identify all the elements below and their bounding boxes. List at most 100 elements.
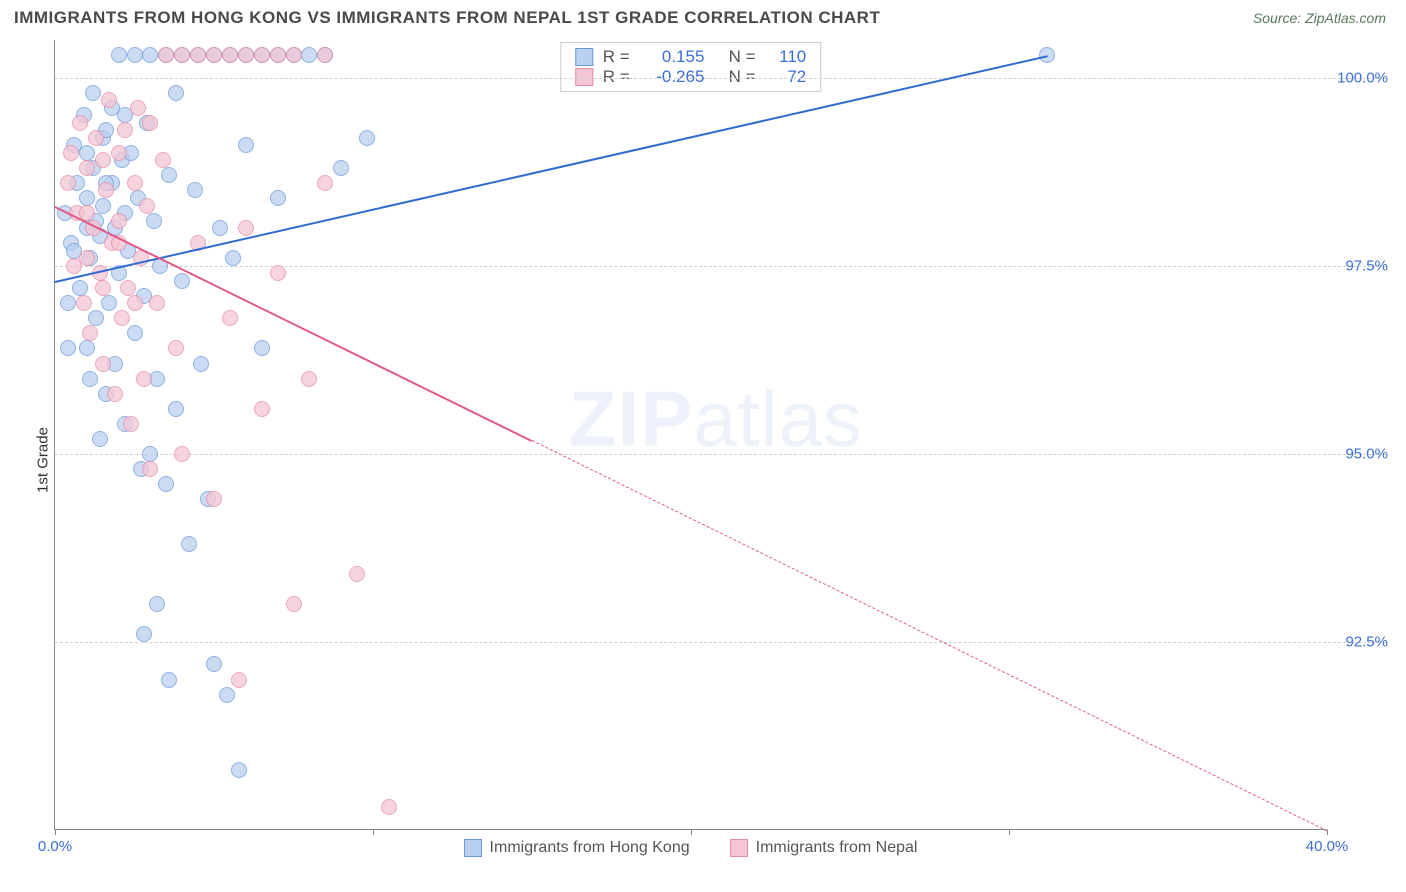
data-point-np [88,130,104,146]
data-point-np [222,310,238,326]
watermark-prefix: ZIP [569,374,693,462]
data-point-np [117,122,133,138]
x-tick [1009,829,1010,835]
y-tick-label: 95.0% [1345,445,1388,462]
data-point-hk [60,295,76,311]
data-point-np [63,145,79,161]
watermark: ZIPatlas [569,373,863,464]
legend-label: Immigrants from Hong Kong [490,839,690,857]
data-point-np [82,325,98,341]
data-point-np [127,295,143,311]
legend-swatch-hk [464,839,482,857]
data-point-np [76,295,92,311]
data-point-hk [231,762,247,778]
data-point-np [222,47,238,63]
gridline [55,78,1386,79]
data-point-np [114,310,130,326]
data-point-np [190,47,206,63]
data-point-hk [333,160,349,176]
gridline [55,266,1386,267]
trend-line [532,440,1327,831]
data-point-hk [1039,47,1055,63]
data-point-hk [193,356,209,372]
data-point-hk [127,47,143,63]
data-point-hk [111,47,127,63]
data-point-np [254,47,270,63]
data-point-np [72,115,88,131]
data-point-np [317,47,333,63]
x-tick [691,829,692,835]
data-point-hk [136,626,152,642]
data-point-np [123,416,139,432]
data-point-hk [142,446,158,462]
legend-label: Immigrants from Nepal [756,839,918,857]
data-point-np [79,160,95,176]
gridline [55,454,1386,455]
data-point-np [238,47,254,63]
data-point-np [317,175,333,191]
data-point-np [206,47,222,63]
data-point-hk [359,130,375,146]
data-point-hk [254,340,270,356]
x-tick-label: 40.0% [1306,838,1349,855]
data-point-np [349,566,365,582]
data-point-hk [161,672,177,688]
data-point-np [238,220,254,236]
legend-swatch-np [730,839,748,857]
x-tick [55,829,56,835]
data-point-hk [101,295,117,311]
data-point-np [381,799,397,815]
stats-r-value: 0.155 [644,47,704,67]
data-point-hk [82,371,98,387]
data-point-hk [225,250,241,266]
data-point-np [95,152,111,168]
data-point-np [107,386,123,402]
data-point-np [286,47,302,63]
data-point-np [206,491,222,507]
data-point-np [254,401,270,417]
trend-line [55,55,1048,283]
data-point-hk [161,167,177,183]
data-point-hk [149,596,165,612]
data-point-hk [92,431,108,447]
data-point-np [95,280,111,296]
data-point-hk [142,47,158,63]
data-point-hk [79,340,95,356]
data-point-np [174,446,190,462]
correlation-stats-box: R = 0.155 N = 110R = -0.265 N = 72 [560,42,821,92]
y-tick-label: 92.5% [1345,633,1388,650]
watermark-suffix: atlas [693,374,863,462]
data-point-hk [146,213,162,229]
chart-container: 1st Grade ZIPatlas R = 0.155 N = 110R = … [14,40,1394,880]
data-point-hk [158,476,174,492]
data-point-np [155,152,171,168]
gridline [55,642,1386,643]
data-point-np [231,672,247,688]
data-point-hk [127,325,143,341]
data-point-np [98,182,114,198]
data-point-np [168,340,184,356]
data-point-hk [85,85,101,101]
data-point-np [60,175,76,191]
chart-title: IMMIGRANTS FROM HONG KONG VS IMMIGRANTS … [14,8,880,28]
data-point-np [79,250,95,266]
data-point-np [158,47,174,63]
data-point-np [139,198,155,214]
data-point-hk [95,198,111,214]
data-point-hk [168,85,184,101]
y-axis-label: 1st Grade [34,427,51,493]
data-point-hk [181,536,197,552]
data-point-np [174,47,190,63]
x-tick [373,829,374,835]
data-point-np [142,461,158,477]
data-point-hk [206,656,222,672]
data-point-hk [88,310,104,326]
x-tick-label: 0.0% [38,838,72,855]
data-point-np [120,280,136,296]
data-point-hk [301,47,317,63]
data-point-hk [60,340,76,356]
data-point-np [142,115,158,131]
legend-item-hk: Immigrants from Hong Kong [464,839,690,857]
data-point-hk [212,220,228,236]
data-point-hk [219,687,235,703]
